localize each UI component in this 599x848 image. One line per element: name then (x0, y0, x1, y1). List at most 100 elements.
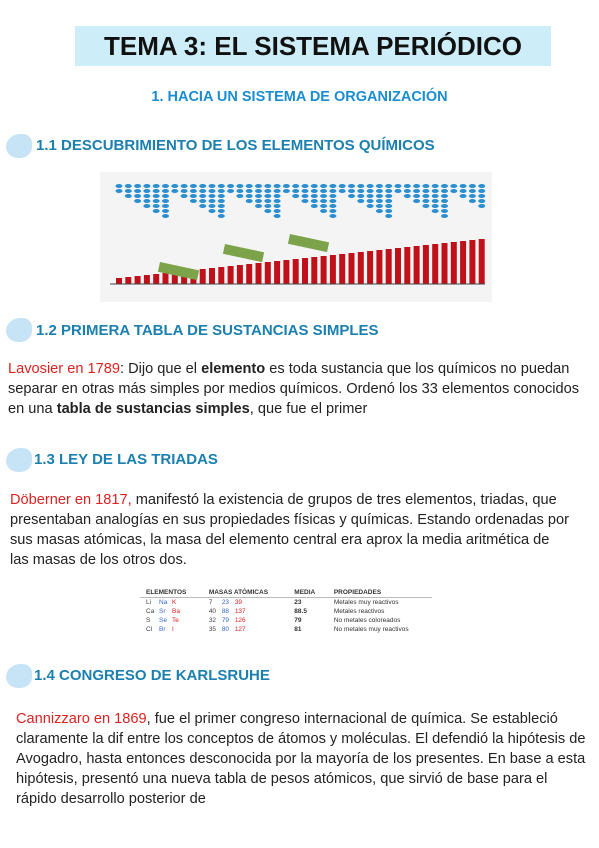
decoration (217, 184, 225, 188)
decoration (292, 184, 300, 188)
text: , que fue el primer (249, 401, 368, 417)
decoration (283, 260, 290, 284)
decoration (153, 274, 160, 284)
decoration (217, 194, 225, 198)
decoration (264, 184, 272, 188)
decoration (403, 184, 411, 188)
decoration (441, 209, 448, 213)
decoration (469, 240, 476, 284)
decoration (273, 189, 281, 193)
decoration (478, 199, 486, 203)
decoration (274, 261, 281, 284)
cell: 81 (294, 626, 302, 633)
decoration (134, 276, 141, 284)
decoration (181, 271, 188, 284)
decoration (171, 272, 178, 284)
decoration (273, 209, 281, 213)
decoration (431, 189, 439, 193)
cell: 88.5 (294, 608, 307, 615)
decoration (162, 204, 169, 208)
decoration (199, 189, 207, 193)
cell: 35 80 127 (203, 625, 288, 634)
header-row: ELEMENTOS MASAS ATÓMICAS MEDIA PROPIEDADES (140, 588, 432, 598)
decoration (310, 194, 318, 198)
decoration (199, 199, 207, 203)
decoration (255, 263, 262, 284)
cell: Li Na K (140, 598, 203, 608)
decoration (236, 194, 244, 198)
decoration (180, 194, 188, 198)
decoration (478, 189, 486, 193)
decoration (348, 189, 355, 193)
decoration (329, 214, 337, 218)
decoration (282, 189, 290, 193)
decoration (124, 189, 132, 193)
element: Ba (172, 608, 180, 615)
decoration (152, 204, 160, 208)
decoration (311, 257, 318, 284)
row: Cl Br I 35 80 127 81 No metales muy reactivos (140, 625, 432, 634)
decoration (134, 184, 142, 188)
decoration (375, 194, 383, 198)
cell: Metales muy reactivos (333, 599, 399, 606)
row: S Se Te 32 79 126 79 No metales coloreados (140, 616, 432, 625)
decoration (385, 184, 393, 188)
decoration (348, 253, 355, 284)
decoration (385, 199, 393, 203)
decoration (385, 214, 393, 218)
decoration (329, 255, 336, 284)
decoration (450, 189, 458, 193)
decoration (273, 204, 281, 208)
paragraph: Döberner en 1817, manifestó la existenci… (10, 490, 570, 570)
decoration (385, 189, 393, 193)
decoration (366, 199, 374, 203)
heading: 1.4 CONGRESO DE KARLSRUHE (34, 667, 270, 684)
decoration (320, 199, 328, 203)
decoration (320, 256, 327, 284)
decoration (376, 250, 383, 284)
decoration (329, 194, 337, 198)
decoration (431, 204, 439, 208)
decoration (320, 184, 328, 188)
decoration (468, 194, 476, 198)
decoration (162, 273, 169, 284)
triads-table: ELEMENTOS MASAS ATÓMICAS MEDIA PROPIEDADES L… (140, 588, 432, 634)
decoration (152, 194, 160, 198)
decoration (264, 194, 272, 198)
decoration (459, 189, 467, 193)
decoration (245, 199, 253, 203)
decoration (460, 241, 467, 284)
decoration (282, 184, 290, 188)
decoration (115, 184, 123, 188)
decoration (217, 199, 225, 203)
decoration (301, 184, 309, 188)
decoration (264, 209, 272, 213)
mass: 127 (234, 626, 246, 633)
decoration (143, 184, 151, 188)
decoration (320, 189, 328, 193)
decoration (329, 189, 337, 193)
decoration (478, 239, 485, 284)
element: S (146, 617, 151, 624)
decoration (395, 248, 401, 284)
decoration (162, 184, 169, 188)
decoration (431, 209, 439, 213)
decoration (273, 199, 281, 203)
decoration (208, 184, 216, 188)
element: K (172, 599, 177, 606)
element: Br (159, 626, 166, 633)
decoration (143, 275, 150, 284)
decoration (157, 261, 200, 281)
decoration (413, 189, 421, 193)
decoration (143, 204, 151, 208)
decoration (199, 194, 207, 198)
decoration (450, 184, 458, 188)
decoration (385, 194, 393, 198)
decoration (413, 184, 421, 188)
mass: 88 (221, 608, 230, 615)
decoration (431, 184, 439, 188)
cell: Ca Sr Ba (140, 607, 203, 616)
decoration (375, 199, 383, 203)
decoration (394, 189, 402, 193)
decoration (375, 189, 383, 193)
